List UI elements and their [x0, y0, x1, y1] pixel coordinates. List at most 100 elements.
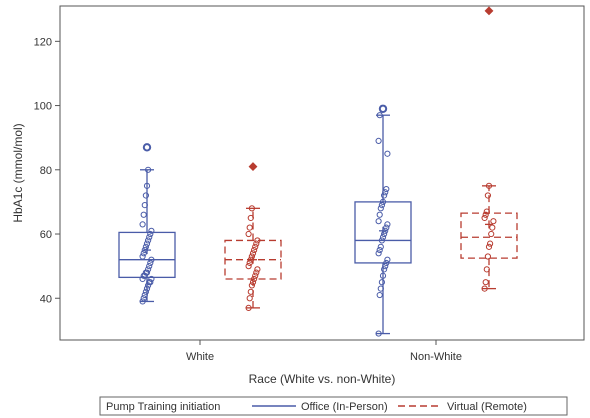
virtual-non-white-data-point	[490, 218, 497, 225]
office-non-white-data-point	[378, 202, 385, 209]
virtual-white-data-point	[248, 205, 255, 212]
virtual-white-data-point	[245, 230, 252, 238]
y-tick-label-100: 100	[34, 101, 52, 113]
virtual-white-data-point	[252, 272, 259, 279]
office-white-data-point	[146, 234, 153, 241]
office-non-white-data-point	[381, 266, 388, 273]
virtual-non-white-box-group	[460, 6, 518, 292]
virtual-non-white-data-point	[487, 240, 494, 247]
office-non-white-data-point	[383, 185, 390, 193]
office-white-data-point	[143, 285, 151, 292]
virtual-non-white-data-point	[481, 285, 488, 292]
office-non-white-data-point	[375, 218, 382, 225]
office-non-white-data-point	[378, 237, 385, 244]
x-tick-label-non-white: Non-White	[410, 351, 462, 363]
virtual-non-white-data-point	[483, 266, 490, 273]
office-non-white-data-point	[381, 192, 388, 199]
office-non-white-data-point	[383, 259, 390, 267]
office-non-white-data-point	[384, 221, 391, 228]
y-tick-label-80: 80	[40, 165, 52, 177]
office-non-white-box-group	[354, 104, 412, 337]
office-white-data-point	[148, 227, 155, 234]
office-non-white-data-point	[377, 285, 384, 292]
office-white-outlier	[142, 143, 152, 152]
virtual-white-data-point	[251, 246, 258, 254]
office-non-white-data-point	[376, 246, 383, 254]
office-non-white-data-point	[382, 189, 389, 196]
virtual-white-data-point	[246, 295, 253, 302]
y-tick-label-60: 60	[40, 229, 52, 241]
virtual-non-white-data-point	[484, 253, 491, 260]
office-white-data-point	[147, 279, 154, 286]
office-non-white-data-point	[379, 198, 387, 206]
virtual-white-data-point	[251, 275, 258, 283]
office-non-white-data-point	[375, 137, 382, 144]
virtual-non-white-outlier	[484, 6, 494, 16]
office-white-data-point	[143, 269, 151, 276]
office-non-white-data-point	[382, 263, 389, 270]
x-tick-label-white: White	[186, 351, 214, 363]
virtual-white-data-point	[247, 214, 254, 222]
virtual-white-data-point	[245, 304, 252, 311]
virtual-non-white-data-point	[482, 279, 489, 286]
office-non-white-data-point	[377, 205, 384, 212]
office-white-data-point	[147, 259, 154, 267]
office-white-data-point	[139, 221, 146, 228]
virtual-non-white-data-point	[485, 243, 493, 250]
plot-frame	[59, 5, 585, 341]
virtual-non-white-data-point	[488, 230, 495, 238]
y-axis-label: HbA1c (mmol/mol)	[11, 123, 25, 222]
y-axis: 40 60 80 100 120	[34, 36, 60, 305]
office-white-box-group	[118, 143, 176, 305]
office-white-data-point	[148, 275, 155, 283]
office-non-white-data-point	[376, 112, 383, 119]
office-non-white-data-point	[379, 272, 387, 279]
virtual-white-data-point	[246, 224, 253, 231]
x-axis-label: Race (White vs. non-White)	[249, 372, 396, 386]
office-white-data-point	[139, 253, 146, 260]
office-non-white-data-point	[378, 279, 385, 286]
virtual-non-white-data-point	[481, 214, 488, 222]
office-white-data-point	[141, 202, 148, 209]
office-white-data-point	[141, 291, 148, 299]
office-white-data-point	[146, 263, 153, 270]
virtual-white-data-point	[254, 237, 261, 244]
box-series	[118, 6, 518, 337]
office-white-data-point	[143, 182, 151, 189]
office-non-white-box	[354, 201, 412, 264]
office-non-white-data-point	[375, 330, 382, 337]
legend-frame	[99, 396, 568, 416]
office-white-data-point	[148, 256, 155, 263]
y-tick-label-120: 120	[34, 36, 52, 48]
legend-label-virtual: Virtual (Remote)	[447, 401, 527, 413]
virtual-non-white-data-point	[482, 211, 489, 218]
legend-label-office: Office (In-Person)	[301, 401, 388, 413]
office-white-data-point	[145, 266, 152, 273]
office-white-data-point	[139, 298, 146, 305]
office-white-data-point	[140, 295, 147, 302]
office-non-white-data-point	[376, 291, 383, 299]
virtual-non-white-data-point	[485, 182, 493, 189]
office-white-data-point	[142, 192, 149, 199]
office-white-data-point	[145, 166, 152, 173]
virtual-white-data-point	[249, 279, 257, 286]
virtual-non-white-data-point	[484, 192, 491, 199]
virtual-white-box-group	[224, 162, 282, 311]
virtual-non-white-data-point	[483, 208, 490, 215]
legend-title: Pump Training initiation	[106, 401, 220, 413]
office-non-white-data-point	[376, 211, 383, 218]
office-non-white-data-point	[384, 150, 391, 157]
office-white-data-point	[142, 288, 149, 295]
virtual-white-data-point	[245, 263, 252, 270]
office-white-data-point	[145, 237, 152, 244]
office-non-white-outlier	[378, 104, 388, 113]
office-white-data-point	[147, 230, 154, 238]
x-axis: White Non-White	[186, 340, 462, 363]
virtual-white-data-point	[253, 269, 260, 276]
virtual-white-data-point	[248, 282, 255, 289]
legend: Pump Training initiation Office (In-Pers…	[99, 396, 568, 416]
virtual-white-outlier	[248, 162, 258, 172]
virtual-white-data-point	[253, 240, 260, 247]
